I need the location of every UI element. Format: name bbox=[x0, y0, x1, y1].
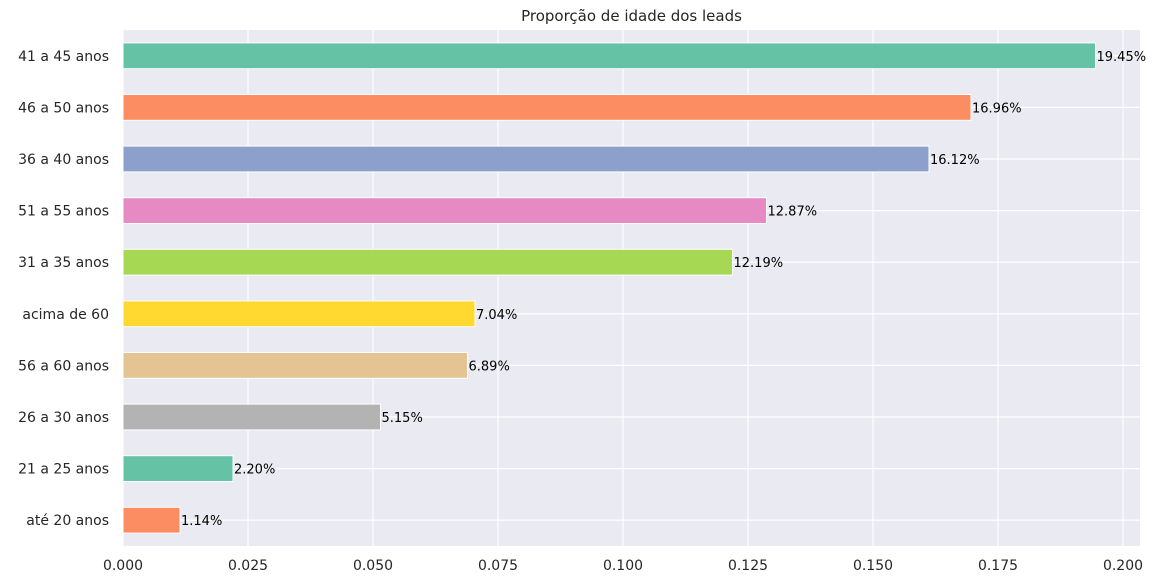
data-label: 19.45% bbox=[1097, 50, 1147, 65]
data-labels: 19.45% 16.96% 16.12% 12.87% 12.19% 7.04% 6.89%… bbox=[181, 50, 1146, 529]
y-tick-label: 56 a 60 anos bbox=[18, 358, 109, 374]
data-label: 12.87% bbox=[768, 205, 818, 220]
data-label: 2.20% bbox=[234, 463, 275, 478]
bar bbox=[122, 197, 767, 224]
x-tick-label: 0.075 bbox=[478, 558, 518, 574]
data-label: 5.15% bbox=[382, 411, 423, 426]
x-tick-label: 0.175 bbox=[978, 558, 1018, 574]
bar bbox=[122, 506, 181, 534]
chart-title: Proporção de idade dos leads bbox=[521, 7, 742, 25]
bar bbox=[122, 352, 468, 379]
data-label: 12.19% bbox=[734, 256, 784, 271]
y-tick-label: 36 a 40 anos bbox=[18, 152, 109, 168]
x-tick-label: 0.200 bbox=[1103, 558, 1143, 574]
x-tick-label: 0.050 bbox=[353, 558, 393, 574]
x-tick-label: 0.100 bbox=[603, 558, 643, 574]
x-tick-label: 0.125 bbox=[728, 558, 768, 574]
y-tick-label: 46 a 50 anos bbox=[18, 100, 109, 116]
data-label: 6.89% bbox=[469, 359, 510, 374]
bar bbox=[122, 300, 476, 328]
data-label: 1.14% bbox=[181, 514, 222, 529]
y-tick-label: 51 a 55 anos bbox=[18, 204, 109, 220]
bar bbox=[122, 403, 381, 431]
y-tick-label: acima de 60 bbox=[22, 307, 109, 323]
data-label: 7.04% bbox=[476, 308, 517, 323]
y-tick-label: 26 a 30 anos bbox=[18, 410, 109, 426]
x-tick-label: 0.025 bbox=[228, 558, 268, 574]
x-axis-tick-labels: 0.000 0.025 0.050 0.075 0.100 0.125 0.150 0.175… bbox=[103, 558, 1143, 574]
bars bbox=[122, 42, 1096, 534]
y-tick-label: 31 a 35 anos bbox=[18, 255, 109, 271]
data-label: 16.12% bbox=[930, 153, 980, 168]
data-label: 16.96% bbox=[972, 101, 1022, 116]
bar bbox=[122, 145, 930, 173]
x-tick-label: 0.150 bbox=[853, 558, 893, 574]
y-tick-label: 41 a 45 anos bbox=[18, 49, 109, 65]
bar bbox=[122, 455, 234, 483]
x-tick-label: 0.000 bbox=[103, 558, 143, 574]
bar bbox=[122, 94, 972, 121]
y-tick-label: 21 a 25 anos bbox=[18, 462, 109, 478]
y-axis-tick-labels: 41 a 45 anos 46 a 50 anos 36 a 40 anos 51 a… bbox=[18, 49, 109, 529]
y-tick-label: até 20 anos bbox=[26, 513, 109, 529]
bar bbox=[122, 42, 1096, 70]
bar bbox=[122, 248, 733, 276]
